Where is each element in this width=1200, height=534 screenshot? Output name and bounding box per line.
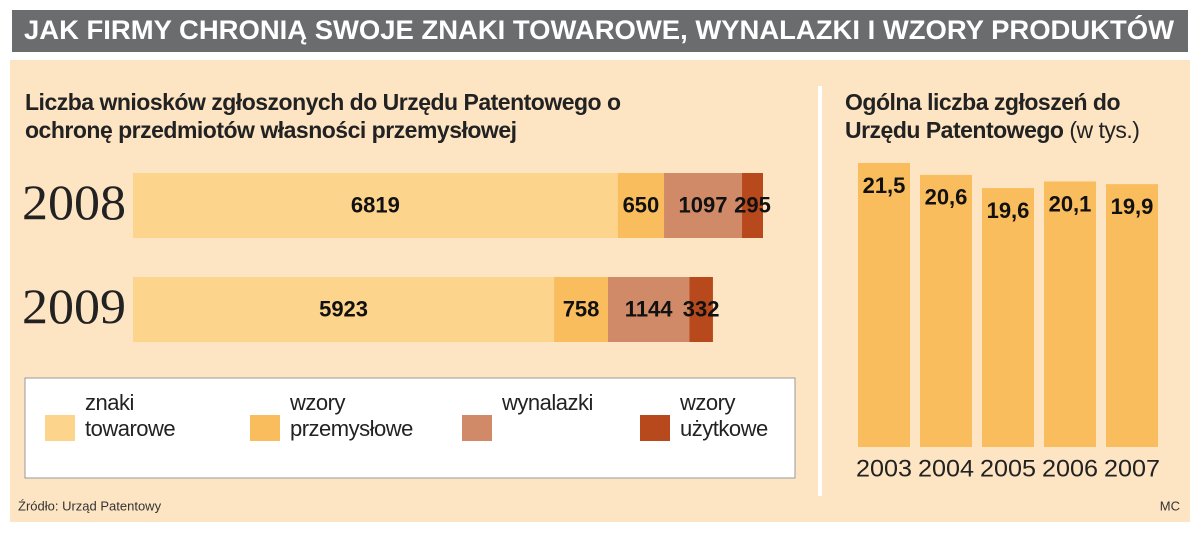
chart-title: Liczba wniosków zgłoszonych do Urzędu Pa… xyxy=(25,89,621,143)
value-label: 6819 xyxy=(351,192,400,217)
credit: MC xyxy=(1160,498,1180,513)
bar-segment xyxy=(133,173,618,238)
legend-label-box: wzory przemysłowe xyxy=(290,390,413,441)
x-tick-label: 2005 xyxy=(980,455,1036,482)
value-label: 21,5 xyxy=(863,173,906,198)
bar-segment xyxy=(608,277,690,342)
legend-label: wzory przemysłowe xyxy=(290,390,413,441)
legend-label-box: znaki towarowe xyxy=(85,390,176,441)
legend-label: wzory użytkowe xyxy=(680,390,768,441)
bar xyxy=(1044,181,1096,447)
header-title: JAK FIRMY CHRONIĄ SWOJE ZNAKI TOWAROWE, … xyxy=(24,14,1175,45)
bar xyxy=(1106,184,1158,447)
category-label: 2008 xyxy=(22,174,126,230)
value-label: 758 xyxy=(563,296,600,321)
bar-segment xyxy=(554,277,609,342)
value-label: 19,6 xyxy=(987,198,1030,223)
value-label: 20,6 xyxy=(925,185,968,210)
bar-segment xyxy=(689,277,713,342)
bar-segment xyxy=(664,173,743,238)
legend-label: znaki towarowe xyxy=(85,390,176,441)
divider xyxy=(818,86,822,496)
legend-swatch xyxy=(45,415,75,441)
x-tick-label: 2004 xyxy=(918,455,974,482)
bar-segment xyxy=(133,277,555,342)
value-label: 332 xyxy=(683,296,720,321)
bar-segment xyxy=(742,173,763,238)
category-label: 2009 xyxy=(22,278,126,334)
x-tick-label: 2006 xyxy=(1042,455,1098,482)
chart-subtitle: (w tys.) xyxy=(1063,117,1140,143)
legend-label: wynalazki xyxy=(502,390,593,415)
x-tick-label: 2003 xyxy=(856,455,912,482)
chart-title: Ogólna liczba zgłoszeń do Urzędu Patento… xyxy=(845,89,1140,143)
source: Źródło: Urząd Patentowy xyxy=(18,498,162,513)
value-label: 1144 xyxy=(625,296,673,321)
header-bar xyxy=(12,10,1188,52)
bar-segment xyxy=(617,173,665,238)
chart-title-box: Liczba wniosków zgłoszonych do Urzędu Pa… xyxy=(25,89,621,143)
x-tick-label: 2007 xyxy=(1104,455,1160,482)
bar xyxy=(982,188,1034,448)
value-label: 19,9 xyxy=(1111,194,1154,219)
legend-label-box: wzory użytkowe xyxy=(680,390,768,441)
legend-swatch xyxy=(462,415,492,441)
value-label: 650 xyxy=(623,192,660,217)
legend-swatch xyxy=(640,415,670,441)
chart-title-box: Ogólna liczba zgłoszeń do Urzędu Patento… xyxy=(845,89,1140,143)
value-label: 5923 xyxy=(319,296,368,321)
legend-label-box: wynalazki xyxy=(502,390,593,415)
value-label: 295 xyxy=(734,192,771,217)
bar xyxy=(858,163,910,447)
value-label: 20,1 xyxy=(1049,191,1092,216)
value-label: 1097 xyxy=(679,192,728,217)
bar xyxy=(920,174,972,447)
legend-swatch xyxy=(250,415,280,441)
